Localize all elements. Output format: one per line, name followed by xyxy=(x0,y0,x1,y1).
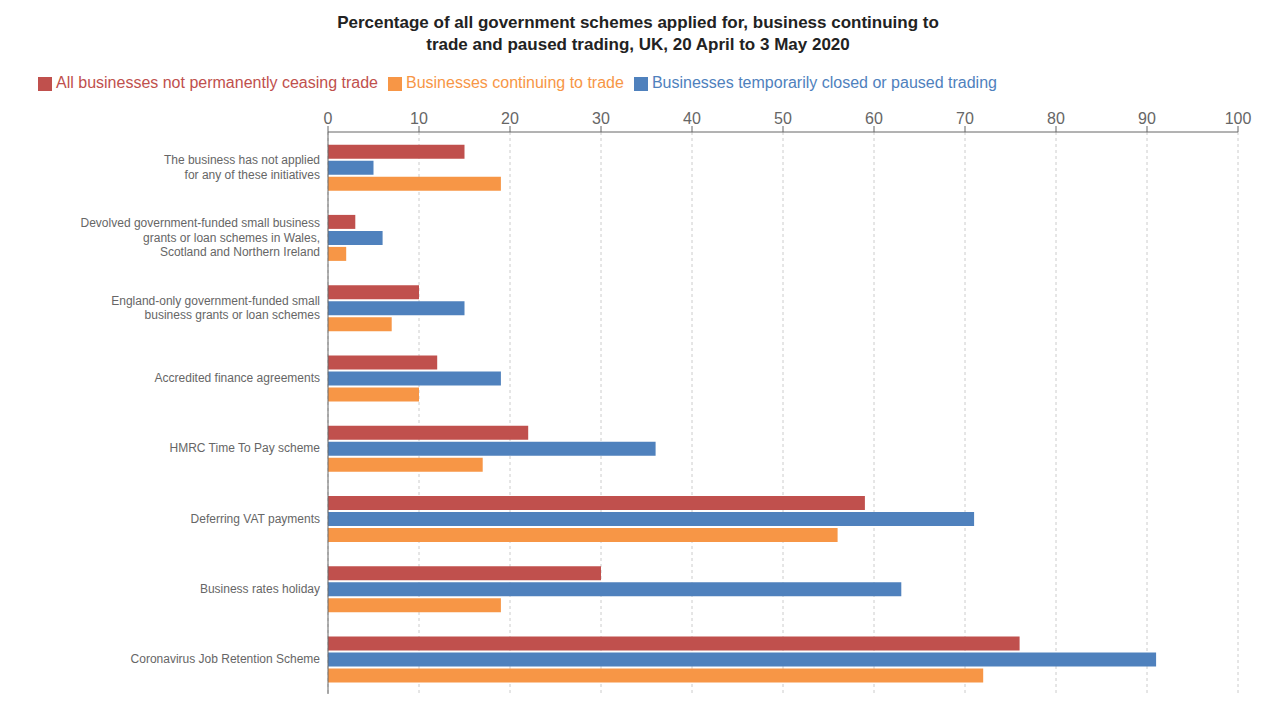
svg-text:10: 10 xyxy=(410,110,428,127)
svg-text:HMRC Time To Pay scheme: HMRC Time To Pay scheme xyxy=(170,441,321,455)
svg-text:100: 100 xyxy=(1225,110,1252,127)
svg-text:Deferring VAT payments: Deferring VAT payments xyxy=(191,512,320,526)
svg-text:Accredited finance agreements: Accredited finance agreements xyxy=(155,371,320,385)
svg-text:0: 0 xyxy=(324,110,333,127)
svg-text:Business rates holiday: Business rates holiday xyxy=(200,582,320,596)
html-text:Percentage of all government s: Percentage of all government schemes app… xyxy=(337,13,939,32)
html-text:Businesses continuing to trade: Businesses continuing to trade xyxy=(406,74,624,91)
svg-text:Coronavirus Job Retention Sche: Coronavirus Job Retention Scheme xyxy=(131,652,321,666)
html-text:All businesses not permanently: All businesses not permanently ceasing t… xyxy=(56,74,378,91)
svg-text:30: 30 xyxy=(592,110,610,127)
svg-text:90: 90 xyxy=(1138,110,1156,127)
html-text:trade and paused trading, UK,: trade and paused trading, UK, 20 April t… xyxy=(426,35,850,54)
svg-text:60: 60 xyxy=(865,110,883,127)
svg-text:Devolved government-funded sma: Devolved government-funded small busines… xyxy=(81,216,320,259)
svg-text:50: 50 xyxy=(774,110,792,127)
svg-text:80: 80 xyxy=(1047,110,1065,127)
html-text:Businesses temporarily closed: Businesses temporarily closed or paused … xyxy=(651,74,997,91)
svg-text:The business has not appliedfo: The business has not appliedfor any of t… xyxy=(164,153,320,181)
svg-text:20: 20 xyxy=(501,110,519,127)
svg-text:40: 40 xyxy=(683,110,701,127)
svg-text:70: 70 xyxy=(956,110,974,127)
svg-text:England-only government-funded: England-only government-funded smallbusi… xyxy=(111,294,320,322)
